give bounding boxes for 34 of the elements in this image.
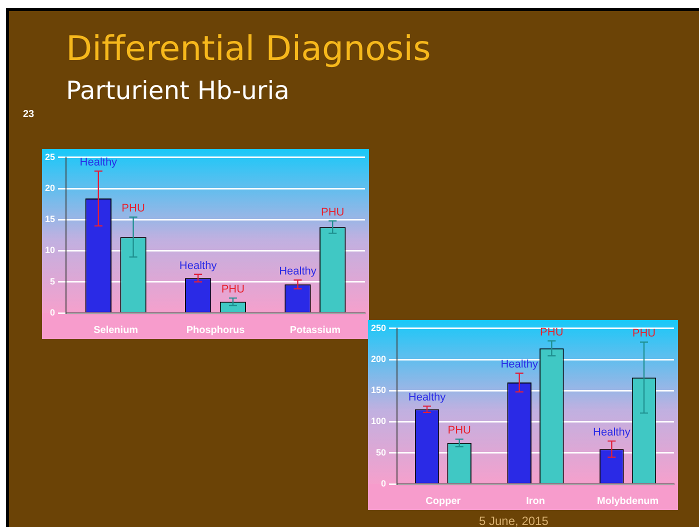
y-tick-label: 250	[370, 322, 386, 333]
x-tick-label: Potassium	[290, 324, 341, 336]
y-tick-label: 0	[50, 307, 56, 318]
y-tick-label: 150	[370, 385, 386, 396]
text: PHU	[122, 202, 145, 215]
chart-title: Differential Diagnosis	[66, 29, 431, 69]
x-tick-label: Phosphorus	[186, 324, 246, 336]
y-tick-label: 15	[44, 214, 56, 224]
y-tick-label: 25	[44, 152, 56, 162]
chart-subtitle: Parturient Hb-uria	[66, 76, 290, 105]
y-tick-label: 50	[376, 447, 386, 458]
text: PHU	[540, 326, 564, 338]
series-label: PHU	[221, 284, 245, 296]
text: 5 June, 2015	[479, 514, 548, 527]
text: PHU	[320, 206, 344, 218]
series-label: Healthy	[408, 392, 446, 404]
text: Healthy	[500, 358, 538, 371]
y-tick-label: 200	[370, 354, 386, 364]
x-tick-label: Iron	[526, 496, 545, 507]
y-tick-label: 10	[44, 245, 56, 256]
text: Healthy	[279, 266, 316, 278]
text: Healthy	[593, 426, 630, 439]
text: 23	[23, 109, 34, 120]
series-label: Healthy	[179, 260, 218, 272]
y-tick-label: 100	[370, 416, 386, 426]
y-tick-label: 20	[44, 183, 56, 194]
x-tick-label: Copper	[426, 496, 461, 507]
series-label: PHU	[448, 424, 471, 437]
x-tick-label: Selenium	[94, 324, 138, 336]
text: PHU	[632, 328, 656, 340]
y-tick-label: 5	[50, 276, 56, 286]
text: Healthy	[80, 156, 118, 169]
y-tick-label: 0	[381, 478, 386, 488]
x-tick-label: Molybdenum	[597, 496, 659, 507]
